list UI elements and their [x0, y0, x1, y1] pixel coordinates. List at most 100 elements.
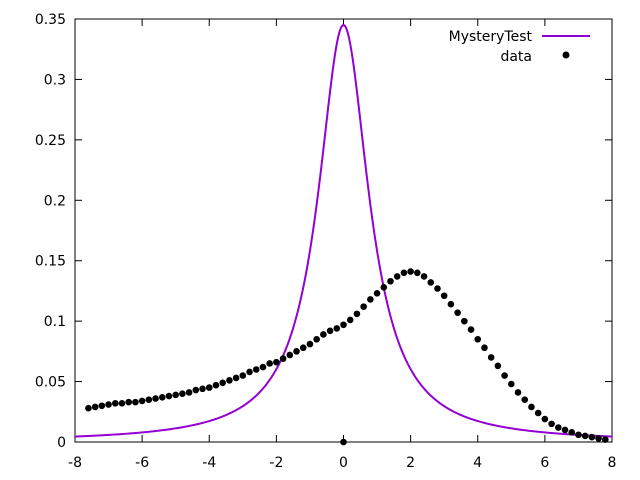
- data-point: [286, 351, 294, 359]
- data-point: [487, 354, 495, 361]
- x-tick-label: 2: [406, 455, 415, 471]
- x-tick-label: 4: [473, 455, 482, 471]
- data-point: [427, 279, 435, 286]
- data-point: [353, 310, 361, 318]
- x-tick-label: 0: [339, 455, 348, 471]
- y-tick-label: 0.15: [35, 254, 66, 270]
- data-point: [514, 389, 522, 396]
- plot-frame: [74, 18, 613, 443]
- data-point: [561, 426, 569, 434]
- y-tick-label: 0.35: [35, 12, 66, 28]
- data-point: [521, 396, 529, 404]
- data-point: [313, 335, 320, 343]
- data-point: [407, 268, 414, 275]
- data-point: [192, 386, 200, 394]
- axis-ticks: [74, 18, 613, 443]
- data-point: [125, 398, 132, 406]
- data-point: [380, 284, 388, 291]
- legend-label-mysterytest: MysteryTest: [449, 29, 533, 45]
- data-point: [461, 317, 468, 325]
- data-point: [387, 277, 394, 285]
- y-tick-label: 0.05: [35, 375, 66, 391]
- y-tick-label: 0.25: [35, 133, 66, 149]
- data-point: [219, 379, 226, 387]
- data-point: [293, 348, 300, 355]
- data-point: [467, 326, 475, 333]
- data-point: [145, 396, 153, 404]
- data-point: [595, 435, 602, 442]
- data-point: [501, 372, 508, 379]
- data-point: [373, 290, 381, 297]
- x-tick-label: -2: [269, 455, 283, 471]
- data-point: [548, 420, 555, 428]
- y-tick-label: 0: [57, 435, 66, 451]
- data-point: [481, 344, 488, 352]
- legend: MysteryTest data: [449, 29, 590, 65]
- data-point: [367, 296, 374, 303]
- data-point: [299, 344, 307, 352]
- data-point: [158, 393, 166, 401]
- data-point: [440, 292, 448, 300]
- data-point: [239, 372, 247, 379]
- data-point: [474, 335, 482, 343]
- y-tick-label: 0.2: [44, 193, 66, 209]
- data-point: [266, 360, 273, 367]
- x-tick-label: -8: [68, 455, 82, 471]
- data-point: [179, 390, 186, 397]
- data-point: [105, 401, 112, 408]
- data-point: [346, 316, 354, 324]
- data-point: [273, 358, 280, 366]
- data-point: [205, 384, 213, 391]
- y-tick-label: 0.3: [44, 72, 66, 88]
- data-point: [601, 436, 609, 443]
- data-point: [575, 431, 582, 439]
- data-point: [333, 325, 341, 332]
- data-point: [340, 321, 347, 329]
- data-point: [226, 377, 233, 384]
- data-point: [528, 403, 535, 411]
- data-point: [91, 403, 99, 411]
- legend-label-data: data: [500, 49, 532, 65]
- data-point: [420, 273, 428, 280]
- y-tick-label: 0.1: [44, 314, 66, 330]
- data-point: [508, 380, 515, 388]
- data-point: [152, 395, 159, 402]
- data-point: [165, 392, 173, 400]
- data-point: [340, 438, 347, 446]
- data-point: [85, 404, 92, 412]
- series-data: [85, 268, 609, 446]
- data-point: [393, 273, 401, 280]
- data-point: [232, 374, 240, 382]
- series-line: [74, 23, 613, 438]
- data-point: [360, 303, 367, 310]
- data-point: [252, 366, 260, 373]
- data-point: [118, 400, 126, 407]
- data-point: [434, 285, 441, 292]
- data-point: [414, 269, 421, 277]
- data-point: [400, 269, 408, 277]
- x-tick-label: -4: [202, 455, 216, 471]
- data-point: [581, 432, 589, 440]
- series-mysterytest: [74, 23, 613, 438]
- data-point: [306, 340, 314, 348]
- data-point: [494, 362, 502, 370]
- x-tick-labels: -8 -6 -4 -2 0 2 4 6 8: [68, 455, 616, 471]
- data-point: [568, 429, 576, 436]
- x-tick-label: 8: [608, 455, 617, 471]
- x-tick-label: 6: [540, 455, 549, 471]
- data-point: [172, 391, 179, 399]
- data-point: [246, 368, 253, 376]
- data-point: [212, 381, 220, 389]
- data-point: [98, 402, 106, 410]
- data-point: [320, 331, 327, 338]
- data-point: [541, 415, 549, 423]
- y-tick-labels: 0 0.05 0.1 0.15 0.2 0.25 0.3 0.35: [35, 12, 66, 451]
- data-point: [199, 385, 206, 393]
- data-point: [534, 409, 542, 417]
- data-point: [447, 300, 455, 308]
- data-point: [454, 309, 461, 316]
- x-tick-label: -6: [135, 455, 149, 471]
- data-point: [555, 424, 562, 431]
- data-point: [588, 433, 596, 441]
